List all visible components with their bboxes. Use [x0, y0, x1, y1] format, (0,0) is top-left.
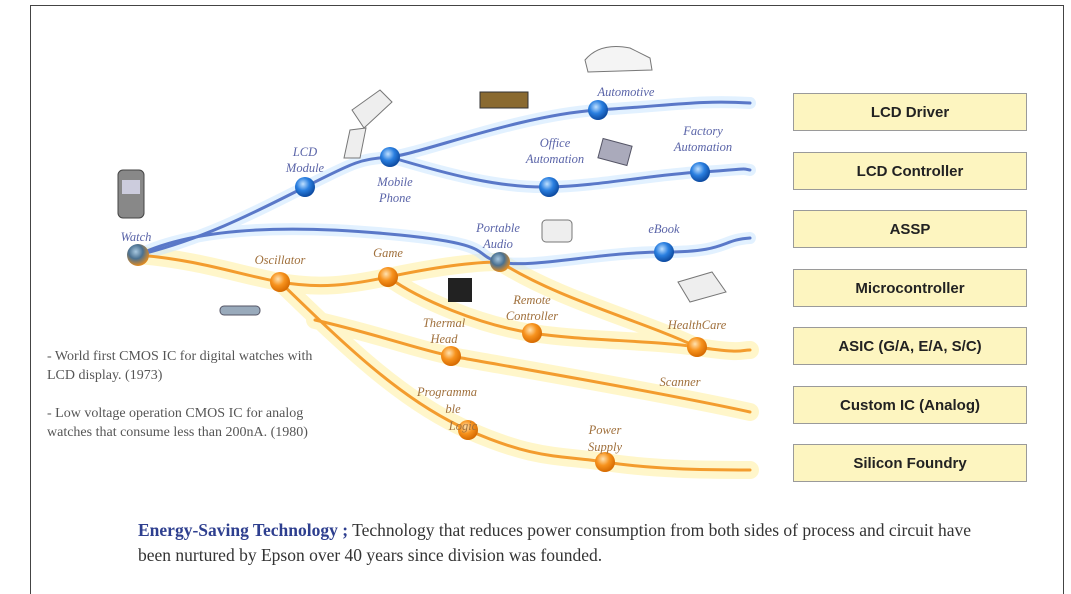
node-label: Automation [525, 152, 584, 166]
node [458, 420, 478, 440]
node [295, 177, 315, 197]
node [380, 147, 400, 167]
frame [30, 5, 1064, 594]
note: - World first CMOS IC for digital watche… [47, 349, 313, 383]
node-label: Programma [416, 385, 477, 399]
caption-text: Technology that reduces power consumptio… [138, 520, 971, 565]
node [588, 100, 608, 120]
caption: Energy-Saving Technology ; Technology th… [138, 518, 988, 568]
nodes [127, 100, 710, 472]
category-box: Custom IC (Analog) [793, 386, 1027, 424]
caption-lead: Energy-Saving Technology ; [138, 520, 349, 540]
node-label: Remote [512, 293, 551, 307]
node-label: Factory [682, 124, 723, 138]
node-label: Controller [506, 309, 558, 323]
node-label: Mobile [376, 175, 413, 189]
node-label: Oscillator [255, 253, 306, 267]
icons [117, 46, 727, 316]
node [378, 267, 398, 287]
node-label: Power [588, 423, 622, 437]
category-box: LCD Controller [793, 152, 1027, 190]
category-box: ASSP [793, 210, 1027, 248]
node [654, 242, 674, 262]
node-label: Audio [482, 237, 513, 251]
node-label: Office [540, 136, 571, 150]
node [690, 162, 710, 182]
node-label: HealthCare [667, 318, 727, 332]
node-label: Scanner [660, 375, 701, 389]
node [522, 323, 542, 343]
node-label: eBook [648, 222, 680, 236]
node [127, 244, 149, 266]
node-label: Supply [588, 440, 622, 454]
orange-branches [136, 253, 752, 472]
category-box: LCD Driver [793, 93, 1027, 131]
node [270, 272, 290, 292]
node-label: Head [429, 332, 458, 346]
node [539, 177, 559, 197]
node-label: Automotive [597, 85, 655, 99]
node-label: Logic [448, 419, 478, 433]
node-label: ble [445, 402, 461, 416]
node [687, 337, 707, 357]
node-label: Portable [475, 221, 520, 235]
node-label: Module [285, 161, 325, 175]
node-label: Thermal [423, 316, 466, 330]
node-label: Automation [673, 140, 732, 154]
node-label: LCD [292, 145, 317, 159]
node [441, 346, 461, 366]
node-label: Phone [378, 191, 411, 205]
node-labels: Watch LCD Module Mobile Phone Automotive… [121, 85, 733, 454]
node [595, 452, 615, 472]
category-box: Silicon Foundry [793, 444, 1027, 482]
note: - Low voltage operation CMOS IC for anal… [47, 406, 308, 440]
category-box: ASIC (G/A, E/A, S/C) [793, 327, 1027, 365]
node-label: Watch [121, 230, 152, 244]
node [490, 252, 510, 272]
blue-branches [136, 100, 752, 266]
category-box: Microcontroller [793, 269, 1027, 307]
node-label: Game [373, 246, 403, 260]
